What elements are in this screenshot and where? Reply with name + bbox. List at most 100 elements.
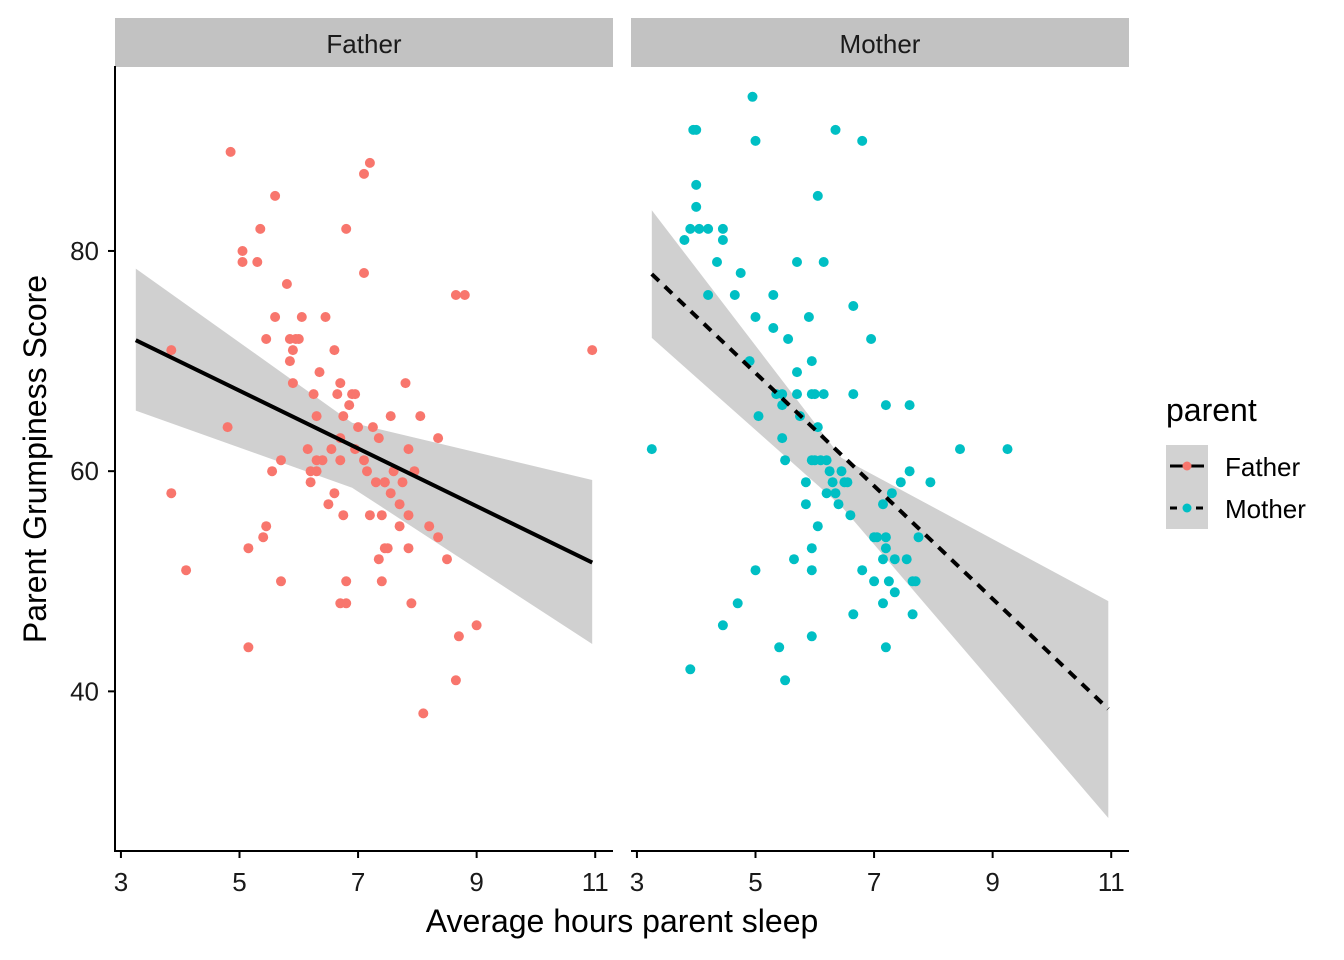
data-point-father-31 [311, 466, 322, 477]
data-point-mother-85 [889, 587, 900, 598]
data-point-father-11 [258, 532, 269, 543]
data-point-father-0 [166, 345, 177, 356]
x-tick-label-1-7: 7 [867, 867, 881, 897]
data-point-mother-91 [907, 609, 918, 620]
data-point-father-85 [418, 708, 429, 719]
data-point-mother-79 [880, 642, 891, 653]
data-point-father-20 [284, 356, 295, 367]
data-point-father-5 [237, 257, 248, 267]
data-point-mother-61 [830, 488, 841, 499]
data-point-mother-56 [821, 455, 832, 466]
data-point-mother-7 [691, 201, 702, 212]
data-point-father-57 [359, 455, 369, 466]
data-point-father-28 [305, 477, 316, 488]
data-point-mother-48 [809, 389, 820, 400]
data-point-father-39 [329, 345, 340, 356]
data-point-father-76 [394, 499, 405, 510]
data-point-father-8 [243, 642, 254, 653]
data-point-father-62 [367, 422, 378, 433]
data-point-mother-88 [901, 554, 912, 565]
data-point-mother-22 [750, 565, 761, 576]
data-point-mother-15 [729, 290, 740, 300]
data-point-mother-25 [768, 323, 779, 333]
data-point-mother-42 [806, 356, 817, 367]
data-point-mother-27 [774, 642, 785, 653]
data-point-mother-8 [694, 223, 705, 234]
data-point-mother-47 [806, 631, 817, 642]
data-point-mother-67 [848, 301, 859, 311]
data-point-father-9 [252, 257, 263, 267]
data-point-mother-2 [685, 223, 696, 234]
data-point-mother-34 [789, 554, 799, 565]
data-point-father-69 [379, 477, 390, 488]
data-point-mother-97 [1002, 444, 1013, 455]
data-point-mother-45 [806, 543, 817, 554]
legend-point-father [1182, 461, 1192, 471]
x-tick-label-0-3: 3 [114, 867, 128, 897]
data-point-father-51 [344, 400, 355, 411]
data-point-mother-57 [821, 488, 832, 499]
data-point-father-89 [442, 554, 452, 565]
regression-line-mother [650, 272, 1110, 711]
panel-mother [646, 91, 1110, 818]
data-point-mother-1 [679, 235, 690, 245]
y-tick-label-80: 80 [70, 236, 99, 266]
data-point-mother-62 [833, 499, 844, 510]
data-point-father-6 [237, 246, 248, 256]
data-point-mother-12 [717, 620, 728, 631]
data-point-mother-77 [878, 598, 888, 609]
data-point-mother-9 [703, 223, 714, 234]
data-point-mother-24 [768, 290, 779, 300]
data-point-father-7 [243, 543, 254, 554]
data-point-father-26 [296, 312, 307, 322]
axes-ticks: 40 60 80 3 5 7 9 11 3 5 7 9 11 [70, 236, 1125, 897]
data-point-father-95 [587, 345, 598, 356]
data-point-mother-39 [800, 477, 811, 488]
data-point-mother-36 [792, 367, 802, 378]
data-point-father-78 [400, 378, 411, 389]
x-tick-label-1-5: 5 [748, 867, 762, 897]
data-point-father-80 [403, 543, 414, 554]
data-point-mother-0 [646, 444, 657, 455]
legend-label-father: Father [1225, 452, 1300, 482]
data-point-father-94 [471, 620, 482, 631]
data-point-father-41 [332, 389, 343, 400]
data-point-mother-73 [869, 576, 880, 587]
data-point-mother-78 [878, 554, 888, 565]
data-point-father-50 [341, 223, 352, 234]
data-point-mother-81 [880, 543, 891, 554]
data-point-father-56 [359, 168, 369, 179]
data-point-father-23 [287, 345, 298, 356]
data-point-father-49 [341, 598, 352, 609]
data-point-father-90 [450, 675, 461, 686]
data-point-father-16 [270, 190, 281, 201]
data-point-father-4 [225, 146, 236, 157]
data-point-mother-60 [830, 124, 841, 135]
data-point-father-88 [433, 433, 444, 444]
data-point-mother-66 [845, 510, 856, 521]
data-point-father-32 [311, 411, 322, 422]
data-point-father-65 [373, 554, 384, 565]
x-tick-label-0-7: 7 [351, 867, 365, 897]
x-axis-title: Average hours parent sleep [426, 903, 819, 939]
data-point-mother-52 [812, 521, 823, 532]
data-point-mother-21 [750, 312, 761, 322]
data-point-mother-96 [955, 444, 965, 455]
data-point-father-3 [222, 422, 233, 433]
data-point-mother-95 [925, 477, 936, 488]
x-tick-label-0-5: 5 [232, 867, 246, 897]
data-point-mother-68 [848, 389, 859, 400]
data-point-father-54 [350, 389, 361, 400]
data-point-mother-14 [717, 235, 728, 245]
data-point-father-2 [181, 565, 192, 576]
data-point-father-64 [373, 433, 384, 444]
facet-label-mother: Mother [840, 29, 921, 59]
data-point-father-66 [376, 576, 387, 587]
x-tick-label-0-9: 9 [469, 867, 483, 897]
data-point-father-38 [326, 444, 337, 455]
data-point-father-67 [376, 510, 387, 521]
data-point-mother-37 [792, 389, 802, 400]
data-point-father-1 [166, 488, 177, 499]
legend-point-mother [1182, 503, 1192, 513]
